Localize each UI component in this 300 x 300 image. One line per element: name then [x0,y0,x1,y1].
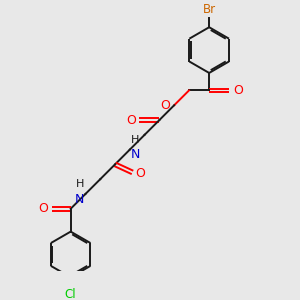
Text: N: N [131,148,141,161]
Text: O: O [136,167,146,180]
Text: O: O [126,113,136,127]
Text: O: O [38,202,48,215]
Text: O: O [160,99,170,112]
Text: O: O [233,84,243,97]
Text: H: H [131,135,140,145]
Text: N: N [75,193,84,206]
Text: Br: Br [202,4,216,16]
Text: H: H [76,179,84,189]
Text: Cl: Cl [65,288,76,300]
